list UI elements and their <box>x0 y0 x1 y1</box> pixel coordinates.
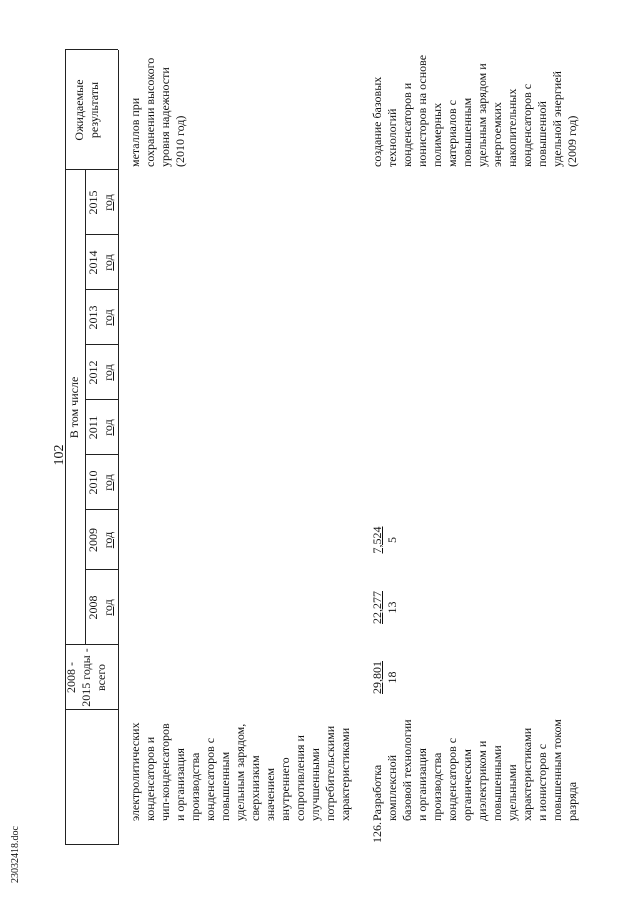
header-year: 2014 <box>86 250 100 275</box>
description: органическим <box>460 749 474 821</box>
header-year: год <box>101 599 115 616</box>
description: повышенным током <box>550 719 564 821</box>
header-year: 2008 <box>86 595 100 620</box>
description: и организация <box>173 748 187 821</box>
description: повышенным <box>218 751 232 821</box>
header-year: год <box>101 364 115 381</box>
rule <box>65 844 118 845</box>
results: материалов с <box>445 100 459 167</box>
description: характеристиками <box>520 727 534 821</box>
header-year: 2009 <box>86 528 100 552</box>
year-value: 7,524 <box>370 526 384 554</box>
results: металлов при <box>128 97 142 167</box>
description: сопротивления и <box>293 735 307 821</box>
header-total: 2015 годы - <box>79 648 93 707</box>
rule <box>85 399 118 400</box>
description: конденсаторов с <box>203 737 217 821</box>
results: повышенным <box>460 97 474 167</box>
description: повышенными <box>490 745 504 821</box>
results: сохранении высокого <box>143 57 157 167</box>
results: создание базовых <box>370 76 384 167</box>
results: конденсаторов и <box>400 82 414 167</box>
header-total: 2008 - <box>64 662 78 693</box>
description: сверхнизким <box>248 755 262 821</box>
row-number: 126. <box>370 822 384 843</box>
header-year: год <box>101 254 115 271</box>
description: диэлектриком и <box>475 740 489 821</box>
description: и ионисторов с <box>535 743 549 821</box>
description: базовой технологии <box>400 719 414 821</box>
header-year: 2013 <box>86 305 100 330</box>
header-year: 2011 <box>86 415 100 440</box>
rule <box>65 644 118 645</box>
header-year: год <box>101 531 115 549</box>
rule <box>85 170 86 645</box>
description: потребительскими <box>323 725 337 821</box>
rule <box>85 569 118 570</box>
rule <box>65 709 118 710</box>
rule <box>85 289 118 290</box>
description: Разработка <box>370 764 384 821</box>
header-year: год <box>101 194 115 211</box>
header-year: 2010 <box>86 470 100 495</box>
rule <box>85 454 118 455</box>
results: (2010 год) <box>173 115 187 167</box>
description: конденсаторов и <box>143 736 157 821</box>
results: ионисторов на основе <box>415 54 429 167</box>
description: значением <box>263 767 277 821</box>
results: повышенной <box>535 101 549 167</box>
header-year: 2012 <box>86 360 100 385</box>
rule <box>85 509 118 510</box>
description: удельным зарядом, <box>233 723 247 821</box>
header-subheader: В том числе <box>67 376 81 439</box>
year-value: 5 <box>385 537 399 543</box>
description: характеристиками <box>338 727 352 821</box>
year-value: 22,277 <box>370 591 384 624</box>
description: электролитических <box>128 722 142 821</box>
description: улучшенными <box>308 748 322 821</box>
description: конденсаторов с <box>445 737 459 821</box>
header-results: Ожидаемые <box>72 79 86 141</box>
rule <box>65 169 118 170</box>
description: удельными <box>505 764 519 821</box>
results: энергоемких <box>490 102 504 167</box>
description: комплексной <box>385 754 399 821</box>
results: удельной энергией <box>550 71 564 167</box>
results: (2009 год) <box>565 115 579 167</box>
header-year: 2015 <box>86 190 100 215</box>
results: конденсаторов с <box>520 83 534 167</box>
rule <box>118 50 119 845</box>
results: уровня надежности <box>158 67 172 167</box>
header-year: год <box>101 474 115 491</box>
rule <box>85 234 118 235</box>
results: технологий <box>385 108 399 167</box>
rule <box>65 49 118 50</box>
footer: 23032418.doc <box>10 826 21 883</box>
results: полимерных <box>430 102 444 167</box>
header-year: год <box>101 419 115 436</box>
year-value: 13 <box>385 601 399 614</box>
results: удельным зарядом и <box>475 63 489 167</box>
rule <box>85 344 118 345</box>
header-total: всего <box>94 663 108 692</box>
description: и организация <box>415 748 429 821</box>
total-value: 18 <box>385 671 399 684</box>
results: накопительных <box>505 88 519 167</box>
description: производства <box>430 752 444 821</box>
total-value: 29,801 <box>370 661 384 694</box>
header-year: год <box>101 309 115 326</box>
description: чип-конденсаторов <box>158 723 172 821</box>
description: разряда <box>565 781 579 821</box>
description: производства <box>188 752 202 821</box>
description: внутреннего <box>278 757 292 821</box>
header-results: результаты <box>87 81 101 139</box>
